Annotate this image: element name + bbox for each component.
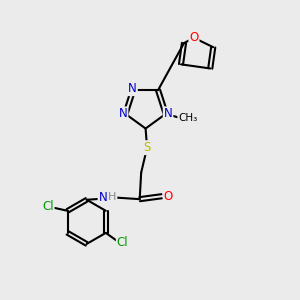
Text: N: N [164, 107, 172, 120]
Text: O: O [164, 190, 173, 203]
Text: Cl: Cl [42, 200, 54, 213]
Text: CH₃: CH₃ [178, 113, 197, 123]
Text: H: H [108, 192, 116, 202]
Text: N: N [128, 82, 137, 95]
Text: O: O [189, 31, 199, 44]
Text: S: S [143, 141, 151, 154]
Text: N: N [98, 191, 107, 204]
Text: N: N [119, 107, 128, 120]
Text: Cl: Cl [117, 236, 128, 249]
